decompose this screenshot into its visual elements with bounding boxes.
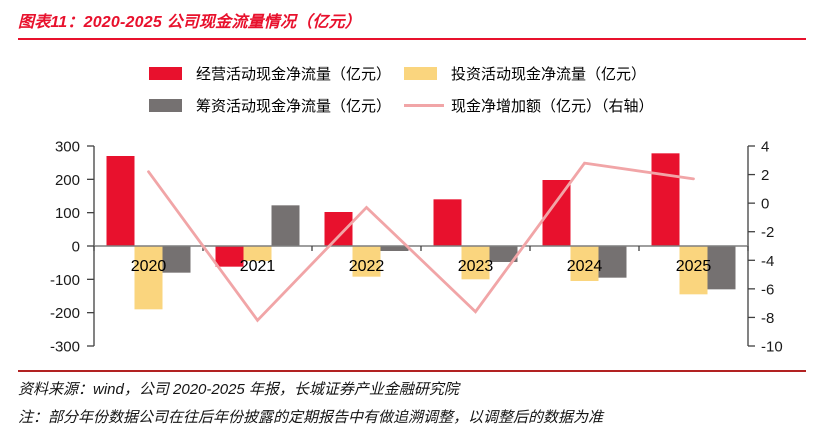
x-axis-year-label: 2025 — [676, 258, 712, 275]
bar-financing-2023 — [489, 246, 518, 262]
left-axis-tick-label: 0 — [72, 239, 80, 256]
left-axis-tick-label: -300 — [50, 339, 80, 356]
bar-financing-2020 — [162, 246, 191, 273]
title-divider — [18, 38, 806, 40]
note-text: 注：部分年份数据公司在往后年份披露的定期报告中有做追溯调整，以调整后的数据为准 — [18, 409, 604, 426]
bar-investing-2025 — [679, 246, 708, 295]
bar-investing-2022 — [352, 246, 381, 277]
bar-investing-2023 — [461, 246, 490, 280]
right-axis-tick-label: 4 — [761, 139, 769, 156]
bar-investing-2024 — [570, 246, 599, 281]
x-axis-year-label: 2021 — [240, 258, 276, 275]
chart-title: 图表11：2020-2025 公司现金流量情况（亿元） — [18, 14, 361, 31]
right-axis-tick-label: 0 — [761, 196, 769, 213]
right-axis-tick-label: -4 — [761, 253, 774, 270]
legend-item-financing: 筹资活动现金净流量（亿元） — [149, 94, 404, 116]
x-axis-year-label: 2020 — [131, 258, 167, 275]
legend-label-financing: 筹资活动现金净流量（亿元） — [196, 97, 392, 115]
x-axis-year-label: 2022 — [349, 258, 385, 275]
bar-financing-2021 — [271, 205, 300, 246]
right-axis-tick-label: -8 — [761, 310, 774, 327]
right-axis-tick-label: -10 — [761, 339, 783, 356]
left-axis-tick-label: -200 — [50, 305, 80, 322]
left-axis-tick-label: 300 — [55, 139, 80, 156]
legend-item-investing: 投资活动现金净流量（亿元） — [404, 62, 674, 84]
bar-operating-2023 — [433, 199, 462, 246]
left-axis-tick-label: -100 — [50, 272, 80, 289]
net-change-line-swatch — [404, 103, 444, 107]
net-change-line — [147, 161, 695, 323]
investing-color-swatch — [404, 66, 437, 80]
bar-operating-2022 — [324, 212, 353, 246]
legend-label-investing: 投资活动现金净流量（亿元） — [451, 65, 647, 83]
cashflow-chart-svg: 300 200 100 0 -100 -200 -300 4 2 0 -2 -4 -6 -8 -10 2020… — [50, 139, 783, 356]
x-axis-year-label: 2024 — [567, 258, 603, 275]
investing-swatch-box — [404, 66, 444, 80]
legend-label-operating: 经营活动现金净流量（亿元） — [196, 65, 392, 83]
operating-color-swatch — [149, 66, 182, 80]
legend-item-net-change: 现金净增加额（亿元）（右轴） — [404, 94, 674, 116]
bar-financing-2022 — [380, 246, 409, 251]
left-axis-tick-label: 200 — [55, 172, 80, 189]
legend-label-net-change: 现金净增加额（亿元）（右轴） — [451, 97, 654, 115]
bar-investing-2020 — [134, 246, 163, 310]
financing-color-swatch — [149, 98, 182, 112]
financing-swatch-box — [149, 98, 189, 112]
bar-operating-2021 — [215, 246, 244, 267]
right-axis-tick-label: -2 — [761, 224, 774, 241]
x-axis-year-label: 2023 — [458, 258, 494, 275]
bar-investing-2021 — [243, 246, 272, 261]
source-divider — [18, 370, 806, 372]
bar-financing-2024 — [598, 246, 627, 278]
bar-operating-2020 — [106, 156, 135, 246]
legend-item-operating: 经营活动现金净流量（亿元） — [149, 62, 404, 84]
right-axis-tick-label: 2 — [761, 167, 769, 184]
left-axis-tick-label: 100 — [55, 205, 80, 222]
net-change-swatch-box — [404, 103, 444, 107]
bar-financing-2025 — [707, 246, 736, 290]
right-axis-tick-label: -6 — [761, 281, 774, 298]
chart-area: 300 200 100 0 -100 -200 -300 4 2 0 -2 -4 -6 -8 -10 2020… — [0, 130, 823, 367]
operating-swatch-box — [149, 66, 189, 80]
chart-legend: 经营活动现金净流量（亿元） 投资活动现金净流量（亿元） 筹资活动现金净流量（亿元… — [0, 62, 823, 116]
source-text: 资料来源：wind，公司 2020-2025 年报，长城证券产业金融研究院 — [18, 381, 459, 398]
bar-operating-2025 — [651, 153, 680, 246]
